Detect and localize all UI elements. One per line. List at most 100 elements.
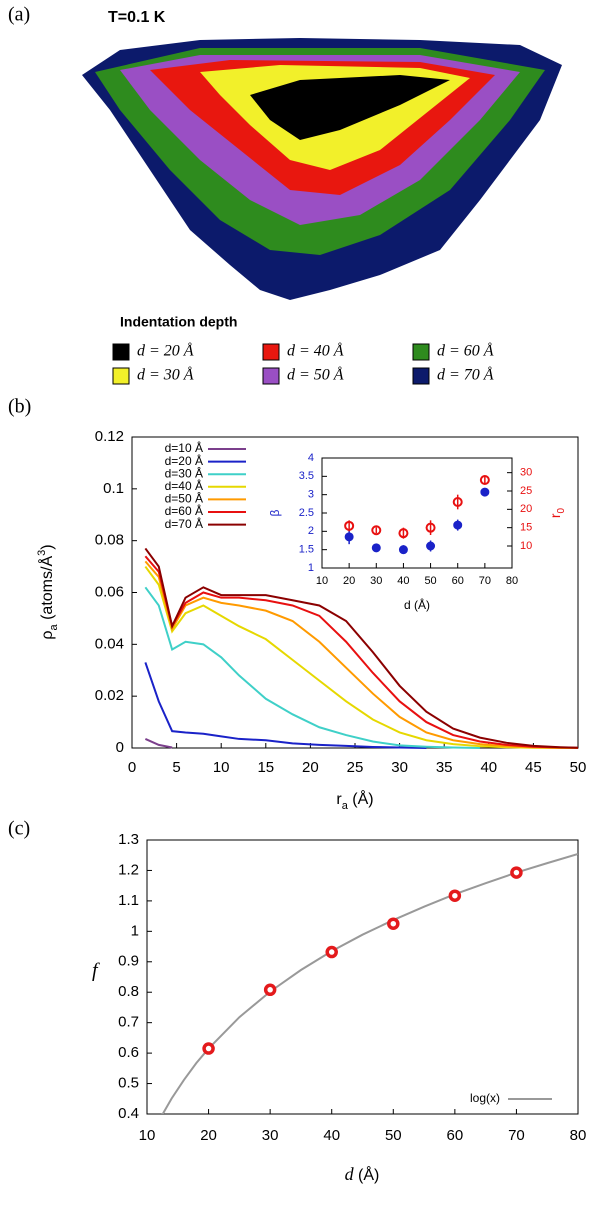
y-axis-label: f [92,960,100,982]
y-tick-label: 1.3 [118,831,139,848]
panel-label: (c) [8,818,30,840]
x-tick-label: 60 [452,575,464,587]
legend-swatch [262,367,280,385]
y-axis-label: ρa (atoms/Å3) [36,544,60,639]
x-tick-label: 70 [479,575,491,587]
data-point [425,522,436,533]
legend-swatch [112,367,130,385]
chart: 10 20 30 40 50 60 70 80 0.4 0.5 0.6 0.7 0.8 0.9 1 1.1 1.… [118,831,586,1144]
data-line [144,560,579,749]
legend-label: d = 70 Å [437,366,494,384]
data-point [263,983,277,997]
y-tick-label: 3 [308,489,314,501]
x-tick-label: 30 [370,575,382,587]
panel-label: (a) [8,4,30,26]
y-tick-label: 0.9 [118,953,139,970]
legend-label: d=20 Å [165,453,203,468]
y-tick-label: 0.08 [95,532,124,549]
data-point [371,543,381,553]
data-point [453,520,463,530]
y-tick-label: 0.8 [118,983,139,1000]
label-part: d [345,1164,355,1184]
legend-label: d=60 Å [165,503,203,518]
y-tick-label: 1 [131,922,139,939]
legend-label: d = 60 Å [437,342,494,360]
x-tick-label: 50 [385,1127,402,1144]
y-tick-label: 0.06 [95,583,124,600]
label-part: ρ [39,630,56,639]
legend-label: d=10 Å [165,440,203,455]
label-part: 0 [556,507,567,513]
y-tick-label: 4 [308,452,314,464]
y-tick-label: 3.5 [299,470,314,482]
x-tick-label: 70 [508,1127,525,1144]
label-part: r [547,513,563,518]
x-axis-label: d (Å) [345,1164,380,1184]
x-tick-label: 15 [257,759,274,776]
fit-line [161,853,578,1114]
legend-title: Indentation depth [120,314,237,330]
x-tick-label: 0 [128,759,136,776]
y-tick-label: 0.6 [118,1044,139,1061]
inset-x-label: d (Å) [404,597,430,612]
y-tick-label: 0.02 [95,687,124,704]
legend-label: d = 20 Å [137,342,194,360]
data-point [448,889,462,902]
y2-tick-label: 25 [520,485,532,497]
y-tick-label: 1.1 [118,892,139,909]
data-line [144,547,579,749]
legend-label: d = 30 Å [137,366,194,384]
x-tick-label: 10 [316,575,328,587]
legend-swatch [412,343,430,361]
y-tick-label: 0.12 [95,428,124,445]
x-tick-label: 80 [506,575,518,587]
data-point [371,525,382,536]
x-tick-label: 40 [397,575,409,587]
label-part: (Å) [354,1165,380,1184]
x-tick-label: 30 [262,1127,279,1144]
y-tick-label: 0 [116,739,124,756]
legend-label: d=50 Å [165,491,203,506]
x-tick-label: 45 [525,759,542,776]
x-tick-label: 20 [200,1127,217,1144]
y-tick-label: 2.5 [299,507,314,519]
x-tick-label: 50 [570,759,587,776]
y-tick-label: 0.1 [103,480,124,497]
x-tick-label: 40 [323,1127,340,1144]
data-line [144,738,173,749]
label-part: a [48,623,60,630]
y-tick-label: 1.2 [118,861,139,878]
atom-cluster [82,38,562,300]
y-tick-label: 1.5 [299,544,314,556]
data-line [144,565,578,749]
data-point [510,866,523,879]
data-point [344,520,355,531]
x-tick-label: 20 [343,575,355,587]
plot-frame [321,457,513,569]
y-tick-label: 2 [308,525,314,537]
label-part: ) [39,544,56,549]
x-tick-label: 80 [570,1127,587,1144]
data-point [452,497,463,507]
data-point [344,532,354,542]
inset-y2-label: r0 [547,507,567,518]
x-tick-label: 10 [139,1127,156,1144]
label-part: r [336,791,342,808]
data-point [325,945,338,959]
label-part: (Å) [348,789,374,808]
x-tick-label: 30 [391,759,408,776]
y-tick-label: 0.4 [118,1105,139,1122]
x-axis-label: ra (Å) [336,789,373,812]
legend-label: d=30 Å [165,465,203,480]
y2-tick-label: 30 [520,467,532,479]
y-tick-label: 0.5 [118,1075,139,1092]
x-tick-label: 50 [424,575,436,587]
plot-frame [146,839,579,1115]
y-tick-label: 0.04 [95,635,124,652]
label-part: 3 [36,550,48,556]
legend-label: log(x) [470,1091,500,1105]
data-line [144,586,480,749]
x-tick-label: 25 [347,759,364,776]
label-part: a [342,800,349,812]
